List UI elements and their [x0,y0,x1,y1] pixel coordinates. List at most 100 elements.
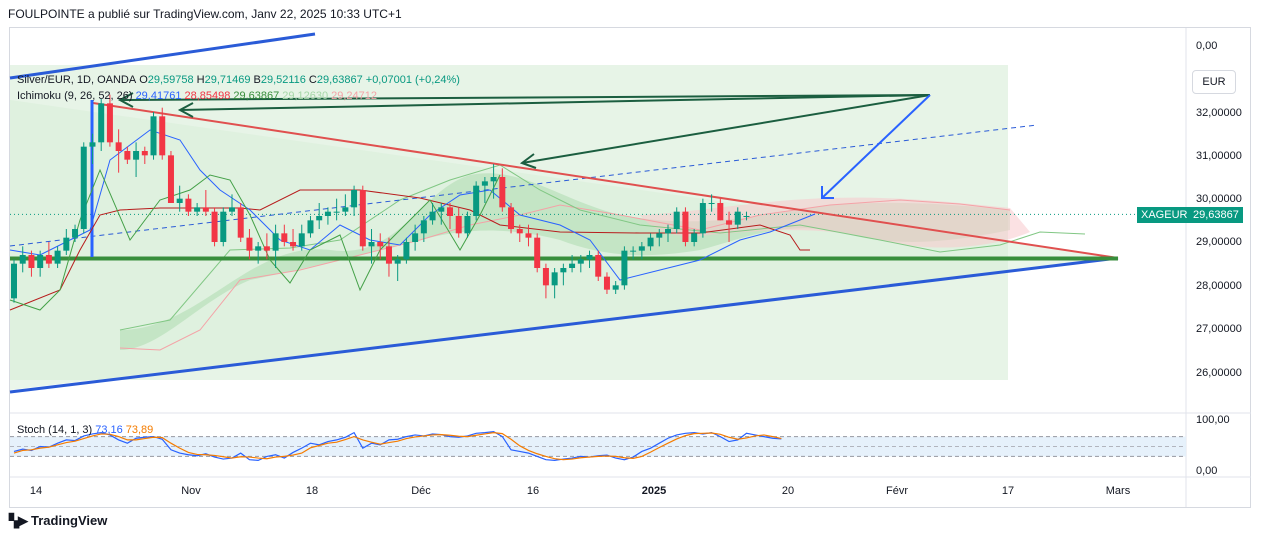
candle-body [743,215,750,217]
stoch-tick-label: 100,00 [1196,414,1230,426]
resistance-trendline [92,102,1119,259]
candle-body [202,207,209,212]
price-tick-label: 30,00000 [1196,193,1242,205]
change-value: +0,07001 (+0,24%) [365,74,460,86]
candle-body [159,116,166,156]
ichimoku-span-a-line [119,164,1086,331]
candle-body [211,211,218,242]
ichimoku-label: Ichimoku (9, 26, 52, 26) [17,90,133,102]
time-tick-label: Nov [181,485,201,497]
candle-body [447,207,453,216]
candle-body [307,220,314,234]
candle-body [699,202,706,234]
candle-body [464,215,471,234]
candle-body [612,285,619,290]
candle-body [377,241,384,247]
candle-body [185,198,192,212]
candle-body [28,254,35,268]
close-value: 29,63867 [316,74,363,86]
candle-body [385,246,392,264]
stoch-tick-label: 0,00 [1196,465,1217,477]
candle-body [717,202,724,221]
arrow-head-blue [821,186,834,199]
candle-body [638,246,645,251]
low-label: B [253,74,261,86]
candle-body [429,211,436,221]
stoch-d-value: 73,89 [125,424,154,436]
ichimoku-span-a-value: 29,12630 [282,90,329,102]
candle-body [490,176,497,182]
tradingview-logo-icon: ▚▶ [9,513,28,528]
ichimoku-span-b-value: 29,24712 [331,90,378,102]
candle-body [124,150,131,160]
ichimoku-chikou-value: 29,63867 [233,90,280,102]
candle-body [194,207,201,212]
high-label: H [196,74,205,86]
arrow-head-left [117,92,134,108]
currency-button[interactable]: EUR [1192,70,1236,94]
candle-body [508,207,515,229]
tradingview-logo[interactable]: ▚▶ TradingView [9,513,107,529]
candle-body [298,233,305,247]
candle-body [542,267,549,286]
high-value: 29,71469 [204,74,251,86]
candle-body [133,150,140,160]
candle-body [726,220,733,225]
arrow-line-top [179,94,931,111]
chikou-line [9,168,501,311]
candle-body [516,228,523,234]
arrow-line-mid [521,94,931,164]
candle-body [11,263,17,299]
time-tick-label: Févr [886,485,908,497]
stoch-legend: Stoch (14, 1, 3) 73,16 73,89 [17,423,156,437]
candle-body [229,207,235,212]
upper-trendline [9,32,316,80]
candle-body [630,250,637,252]
symbol-legend: Silver/EUR, 1D, OANDA O29,59758 H29,71469 B… [17,73,463,87]
time-tick-label: Déc [411,485,431,497]
candle-body [115,142,122,151]
candle-body [481,181,488,186]
candle-body [37,254,44,268]
candle-body [351,189,358,208]
candle-body [403,241,410,260]
candle-body [595,254,602,277]
arrow-head-mid [519,153,537,169]
annotation-arrows [117,92,931,199]
candle-body [246,237,253,251]
candle-body [150,116,157,156]
stoch-d-line [13,432,782,461]
time-tick-label: Mars [1106,485,1131,497]
time-tick-label: 16 [527,485,539,497]
candle-body [89,142,96,147]
candle-body [324,211,331,216]
candle-body [359,189,366,247]
stoch-k-value: 73,16 [95,424,123,436]
candle-body [525,233,532,238]
candle-body [263,246,270,251]
candle-body [560,267,567,273]
candle-body [534,237,541,268]
candle-body [255,246,262,251]
candle-body [734,211,741,225]
price-tick-label: 28,00000 [1196,280,1242,292]
ichimoku-kijun-value: 28,85498 [184,90,231,102]
candle-body [691,233,698,242]
candle-body [176,198,183,203]
symbol-name: Silver/EUR, 1D, OANDA [17,74,137,86]
candle-body [569,263,576,268]
last-price-tag: 29,63867 [1189,207,1243,223]
candle-body [333,211,340,213]
candle-body [621,250,628,286]
price-tick-label: 26,00000 [1196,367,1242,379]
time-tick-label: 20 [782,485,794,497]
candle-body [272,233,279,251]
time-tick-label: 17 [1002,485,1014,497]
candle-body [394,259,401,264]
open-label: O [139,74,148,86]
triangle-fill [10,100,1118,390]
candle-body [63,237,70,251]
price-tick-label: 32,00000 [1196,107,1242,119]
lower-trendline [9,256,1119,394]
